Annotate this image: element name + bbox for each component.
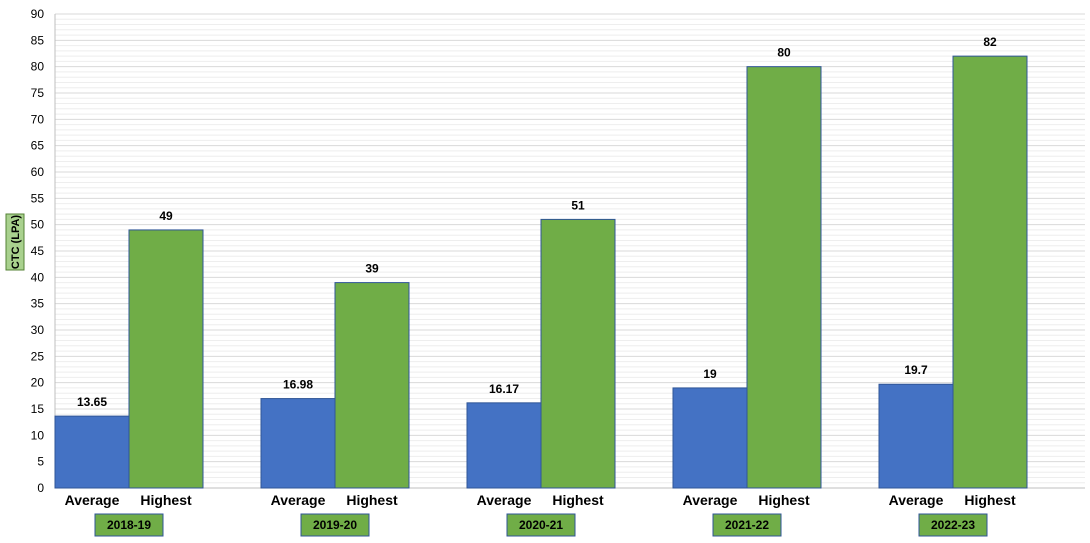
year-labels: 2018-19 2019-20 2020-21 2021-22 2022-23 (94, 513, 988, 537)
y-tick-label: 60 (31, 165, 45, 179)
data-label: 51 (571, 198, 585, 212)
y-tick-label: 25 (31, 349, 45, 363)
category-label: Highest (346, 492, 398, 508)
data-labels: 13.65 49 16.98 39 16.17 51 19 80 19.7 82 (77, 35, 997, 409)
year-label-box (712, 513, 782, 537)
bar-2021-22-average (672, 387, 748, 489)
y-tick-label: 75 (31, 86, 45, 100)
year-label-box (506, 513, 576, 537)
category-label: Highest (758, 492, 810, 508)
category-labels: Average Highest Average Highest Average Highe… (65, 492, 1016, 508)
y-tick-label: 10 (31, 428, 45, 442)
y-axis-label-text: CTC (LPA) (10, 215, 22, 270)
y-tick-label: 30 (31, 323, 45, 337)
category-label: Average (271, 492, 326, 508)
y-tick-label: 35 (31, 297, 45, 311)
data-label: 80 (777, 46, 791, 60)
year-label: 2018-19 (107, 518, 151, 532)
y-tick-label: 40 (31, 270, 45, 284)
bar-2019-20-average (260, 398, 336, 489)
year-label-box (918, 513, 988, 537)
y-axis-label-box (5, 213, 25, 271)
category-label: Average (889, 492, 944, 508)
y-tick-label: 90 (31, 7, 45, 21)
y-tick-label: 15 (31, 402, 45, 416)
y-axis-label: CTC (LPA) (5, 213, 25, 271)
data-label: 82 (983, 35, 997, 49)
bar-2018-19-highest (128, 229, 204, 489)
data-label: 16.17 (489, 382, 519, 396)
y-tick-label: 85 (31, 33, 45, 47)
year-label: 2021-22 (725, 518, 769, 532)
bar-2020-21-average (466, 402, 542, 489)
category-label: Highest (552, 492, 604, 508)
bar-2021-22-highest (746, 66, 822, 489)
y-tick-labels: 0 5 10 15 20 25 30 35 40 45 50 55 60 65 70 75 80 85 90 (31, 7, 45, 495)
category-label: Highest (140, 492, 192, 508)
year-label: 2020-21 (519, 518, 563, 532)
y-tick-label: 0 (37, 481, 44, 495)
data-label: 16.98 (283, 378, 313, 392)
year-label: 2022-23 (931, 518, 975, 532)
bars (54, 55, 1028, 489)
bar-2022-23-highest (952, 55, 1028, 489)
bar-2018-19-average (54, 415, 130, 489)
y-tick-label: 80 (31, 60, 45, 74)
category-label: Average (683, 492, 738, 508)
y-tick-label: 5 (37, 455, 44, 469)
year-label: 2019-20 (313, 518, 357, 532)
data-label: 49 (159, 209, 173, 223)
data-label: 13.65 (77, 395, 107, 409)
data-label: 19 (703, 367, 717, 381)
y-tick-label: 50 (31, 218, 45, 232)
bar-2020-21-highest (540, 218, 616, 489)
y-tick-label: 20 (31, 376, 45, 390)
category-label: Average (65, 492, 120, 508)
data-label: 19.7 (904, 363, 928, 377)
bar-2019-20-highest (334, 282, 410, 489)
y-tick-label: 70 (31, 112, 45, 126)
y-tick-label: 45 (31, 244, 45, 258)
category-label: Highest (964, 492, 1016, 508)
data-label: 39 (365, 262, 379, 276)
y-tick-label: 55 (31, 191, 45, 205)
category-label: Average (477, 492, 532, 508)
year-label-box (300, 513, 370, 537)
bar-2022-23-average (878, 383, 954, 489)
year-label-box (94, 513, 164, 537)
y-tick-label: 65 (31, 139, 45, 153)
